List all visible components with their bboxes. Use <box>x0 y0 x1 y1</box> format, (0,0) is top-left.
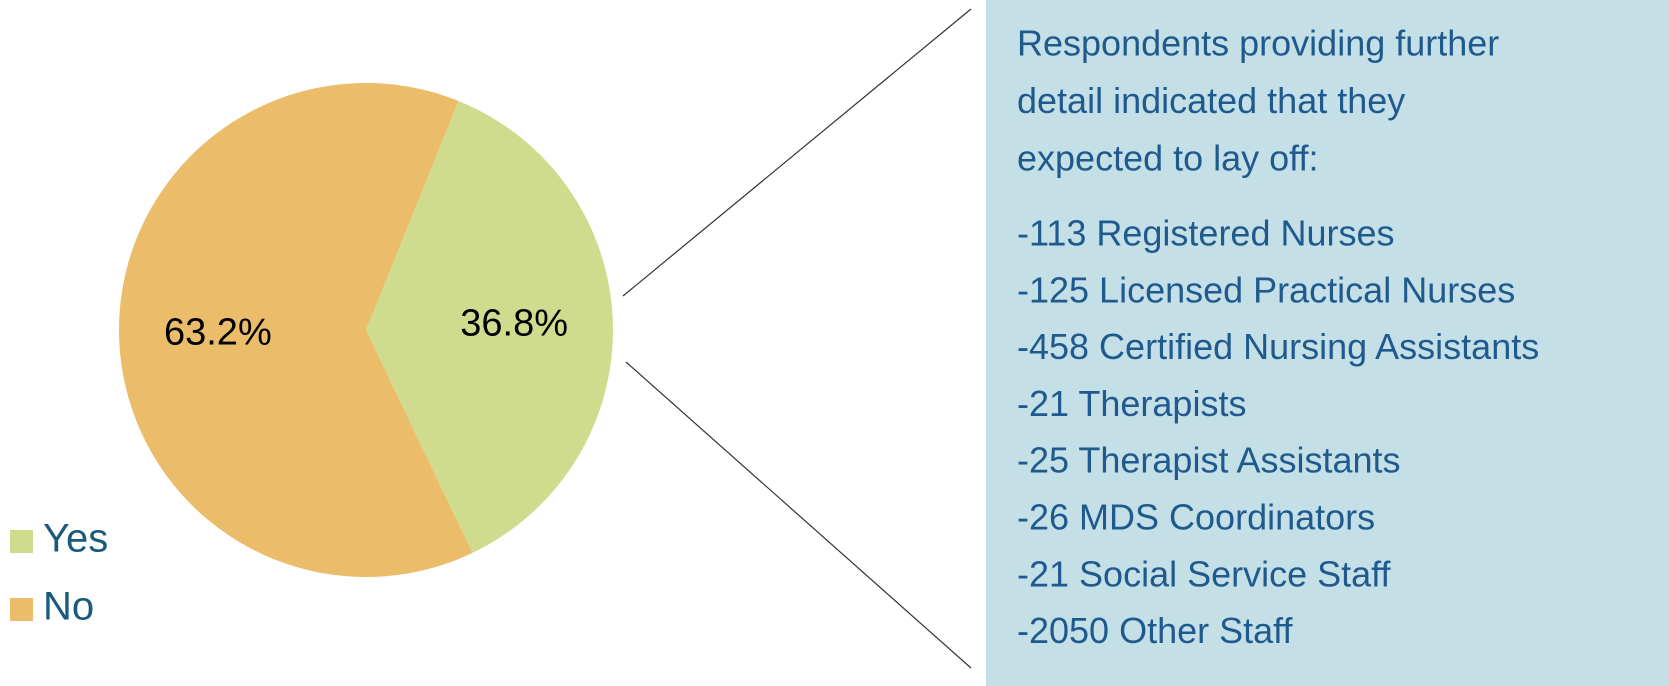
slice-label: 63.2% <box>164 312 272 354</box>
legend-swatch <box>10 530 33 553</box>
panel-item: -2050 Other Staff <box>1017 610 1294 651</box>
panel-heading: Respondents providing further <box>1017 23 1499 64</box>
panel-item: -21 Social Service Staff <box>1017 553 1392 594</box>
legend-label: No <box>43 585 94 629</box>
panel-item: -26 MDS Coordinators <box>1017 497 1375 538</box>
detail-panel <box>986 0 1669 686</box>
legend-swatch <box>10 598 33 621</box>
slice-label: 36.8% <box>460 302 568 344</box>
panel-heading: detail indicated that they <box>1017 80 1405 121</box>
panel-item: -458 Certified Nursing Assistants <box>1017 326 1539 367</box>
panel-item: -25 Therapist Assistants <box>1017 440 1401 481</box>
panel-heading: expected to lay off: <box>1017 138 1319 179</box>
legend-label: Yes <box>43 517 108 561</box>
panel-item: -113 Registered Nurses <box>1017 213 1395 254</box>
callout-line <box>622 8 972 297</box>
pie-slice <box>366 100 614 553</box>
pie-slice <box>119 83 473 577</box>
panel-item: -21 Therapists <box>1017 383 1246 424</box>
panel-item: -125 Licensed Practical Nurses <box>1017 269 1515 310</box>
callout-line <box>625 361 972 669</box>
